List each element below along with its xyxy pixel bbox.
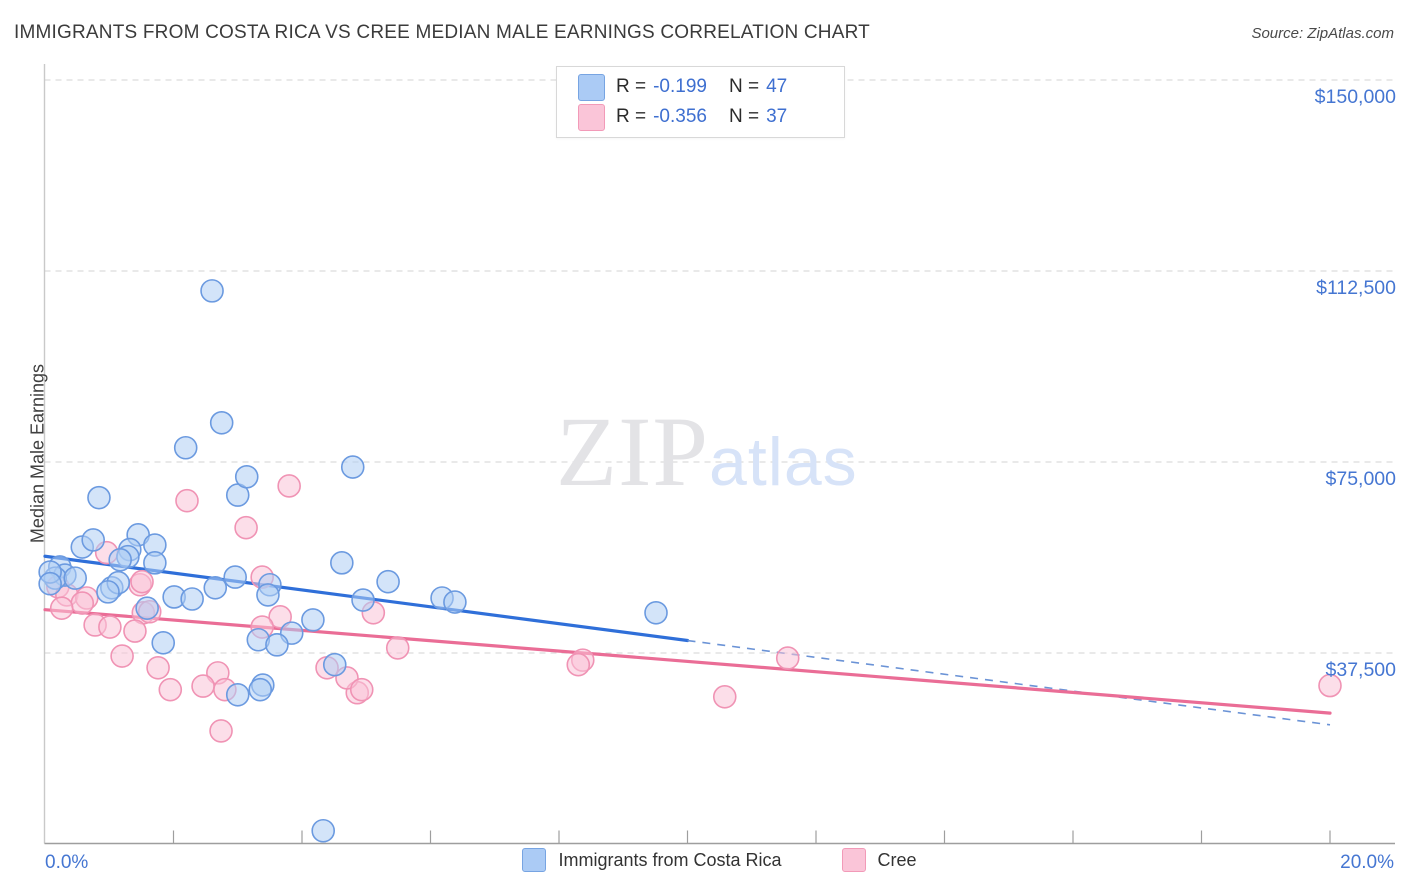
scatter-point-costa-rica	[644, 600, 668, 625]
scatter-point-costa-rica	[209, 410, 234, 435]
scatter-point-costa-rica	[108, 547, 132, 572]
scatter-point-costa-rica	[301, 608, 325, 632]
scatter-point-cree	[1318, 673, 1342, 698]
cree-legend-swatch-icon	[841, 848, 866, 872]
scatter-point-cree	[146, 655, 170, 680]
scatter-point-cree	[130, 569, 154, 594]
page-title: IMMIGRANTS FROM COSTA RICA VS CREE MEDIA…	[14, 22, 870, 43]
y-axis-title: Median Male Earnings	[27, 363, 48, 544]
scatter-point-costa-rica	[180, 587, 204, 611]
r-label: R =	[616, 76, 647, 97]
n-value: 47	[766, 76, 788, 97]
scatter-point-cree	[158, 677, 183, 702]
scatter-point-cree	[566, 652, 591, 677]
series-legend: Immigrants from Costa Rica Cree	[44, 848, 1395, 872]
scatter-point-cree	[385, 636, 410, 660]
legend-label-cree: Cree	[877, 849, 917, 870]
n-value: 37	[766, 106, 788, 127]
scatter-point-cree	[209, 719, 233, 743]
scatter-point-cree	[175, 488, 199, 513]
y-axis-tick-112500: $112,500	[1316, 277, 1396, 299]
scatter-point-cree	[234, 515, 258, 540]
scatter-point-cree	[123, 619, 147, 643]
scatter-point-costa-rica	[351, 588, 375, 612]
scatter-point-cree	[349, 677, 374, 702]
r-value: -0.199	[653, 76, 707, 97]
scatter-point-cree	[775, 646, 800, 670]
scatter-point-costa-rica	[330, 551, 354, 575]
costa-rica-swatch-icon	[578, 73, 605, 101]
scatter-point-costa-rica	[151, 631, 176, 655]
scatter-point-costa-rica	[322, 652, 347, 677]
scatter-point-costa-rica	[81, 528, 105, 552]
scatter-point-costa-rica	[311, 818, 336, 843]
scatter-point-costa-rica	[340, 455, 365, 479]
legend-label-costa-rica: Immigrants from Costa Rica	[558, 849, 782, 870]
scatter-point-costa-rica	[225, 682, 250, 707]
scatter-point-costa-rica	[143, 551, 167, 575]
stats-row-costa-rica: R = -0.199 N = 47	[578, 73, 844, 101]
y-axis-tick-37500: $37,500	[1325, 659, 1397, 681]
scatter-point-cree	[98, 615, 122, 639]
scatter-point-costa-rica	[87, 485, 111, 510]
scatter-point-cree	[191, 674, 215, 698]
y-axis-tick-150000: $150,000	[1314, 86, 1396, 108]
x-axis-min-label: 0.0%	[45, 852, 89, 873]
y-axis-tick-75000: $75,000	[1325, 468, 1397, 490]
x-axis-max-label: 20.0%	[1340, 852, 1394, 873]
scatter-point-cree	[712, 685, 737, 709]
legend-item-costa-rica: Immigrants from Costa Rica	[522, 848, 782, 872]
stats-row-cree: R = -0.356 N = 37	[578, 103, 844, 131]
n-label: N =	[728, 76, 760, 97]
scatter-point-costa-rica	[234, 464, 259, 489]
scatter-point-costa-rica	[38, 571, 62, 596]
scatter-point-costa-rica	[248, 677, 273, 702]
scatter-point-cree	[70, 591, 95, 615]
scatter-point-costa-rica	[63, 566, 87, 590]
scatter-point-costa-rica	[96, 580, 120, 604]
legend-item-cree: Cree	[841, 848, 917, 872]
correlation-stats-box: R = -0.199 N = 47 R = -0.356 N = 37	[556, 66, 845, 138]
r-label: R =	[616, 106, 647, 127]
scatter-point-cree	[110, 644, 134, 668]
scatter-point-costa-rica	[223, 565, 247, 589]
scatter-point-costa-rica	[376, 569, 400, 594]
scatter-point-costa-rica	[200, 279, 224, 303]
scatter-point-costa-rica	[135, 596, 159, 620]
scatter-point-cree	[268, 605, 292, 629]
source-attribution: Source: ZipAtlas.com	[1251, 25, 1394, 42]
scatter-point-costa-rica	[173, 435, 198, 460]
scatter-point-cree	[49, 596, 74, 620]
cree-swatch-icon	[578, 103, 605, 131]
scatter-point-cree	[277, 474, 301, 498]
scatter-point-costa-rica	[256, 583, 280, 607]
r-value: -0.356	[653, 106, 707, 127]
scatter-point-costa-rica	[443, 590, 467, 614]
scatter-point-costa-rica	[203, 576, 228, 600]
costa-rica-legend-swatch-icon	[522, 848, 547, 872]
scatter-point-costa-rica	[265, 633, 289, 657]
n-label: N =	[728, 106, 760, 127]
